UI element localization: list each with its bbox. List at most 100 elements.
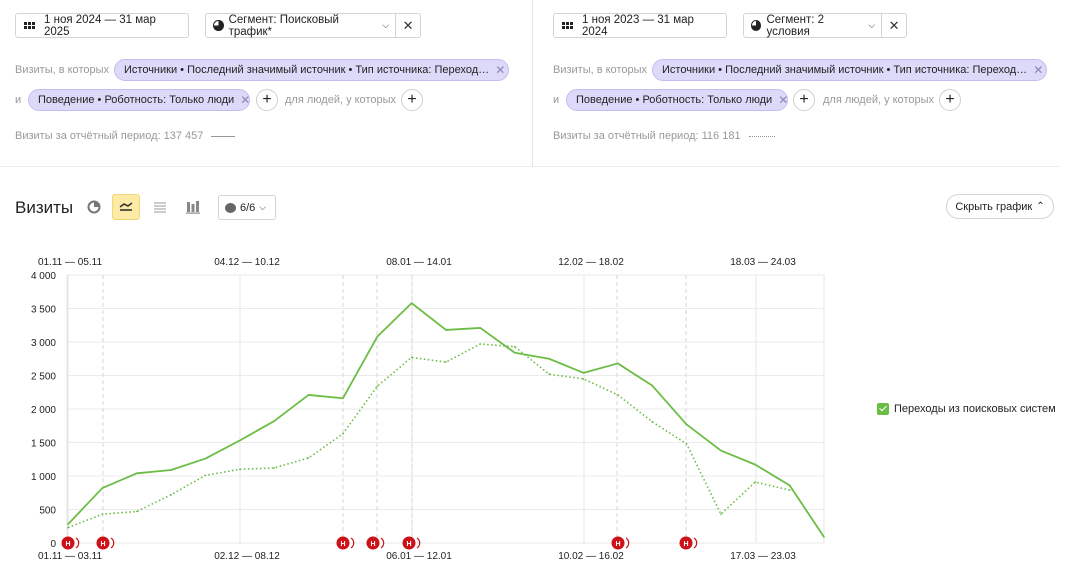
series-point	[376, 385, 379, 388]
chart-legend[interactable]: Переходы из поисковых систем	[877, 403, 1056, 415]
annotation-marker-label: Н	[615, 541, 620, 548]
series-point	[445, 361, 447, 363]
annotation-marker	[402, 536, 416, 550]
segment-selector[interactable]: Сегмент: 2 условия ⌵	[744, 13, 881, 38]
calendar-icon	[24, 22, 35, 29]
series-point	[651, 420, 653, 423]
y-tick-label: 0	[50, 539, 56, 550]
series-point	[479, 343, 482, 345]
segment-button[interactable]: Сегмент: 2 условия ⌵ ✕	[743, 13, 907, 38]
series-point	[101, 513, 104, 515]
series-point	[204, 457, 207, 460]
add-visit-condition-button[interactable]: +	[793, 89, 815, 111]
series-point	[548, 373, 550, 375]
y-tick-label: 2 000	[31, 405, 56, 416]
chip-remove-icon[interactable]: ✕	[240, 93, 250, 107]
segment-close-button[interactable]: ✕	[881, 14, 906, 37]
period-total: Визиты за отчётный период: 137 457	[15, 130, 236, 142]
left-comparison-pane: 1 ноя 2024 — 31 мар 2025 Сегмент: Поиско…	[0, 0, 533, 166]
series-point	[135, 510, 138, 513]
series-point	[239, 439, 241, 442]
series-line-previous-period	[67, 343, 790, 529]
close-icon: ✕	[402, 18, 414, 33]
x-top-label: 12.02 — 18.02	[558, 257, 624, 268]
series-point	[788, 484, 791, 487]
series-point	[445, 329, 447, 331]
y-tick-label: 3 000	[31, 338, 56, 349]
calendar-icon	[562, 22, 573, 29]
segment-close-button[interactable]: ✕	[395, 14, 420, 37]
for-people-label: для людей, у которых	[823, 94, 934, 106]
add-user-condition-button[interactable]: +	[401, 89, 423, 111]
annotation-marker-arc	[75, 537, 80, 549]
line-chart-button[interactable]	[112, 194, 140, 220]
chip-remove-icon[interactable]: ✕	[1033, 63, 1044, 77]
chip-remove-icon[interactable]: ✕	[778, 93, 788, 107]
date-range-label: 1 ноя 2024 — 31 мар 2025	[44, 13, 156, 38]
series-point	[67, 526, 69, 529]
y-tick-label: 500	[39, 506, 56, 517]
date-range-button[interactable]: 1 ноя 2024 — 31 мар 2025	[15, 13, 189, 38]
behavior-filter-chip[interactable]: Поведение • Роботность: Только люди ✕	[28, 89, 250, 111]
series-point	[273, 467, 275, 469]
date-range-label: 1 ноя 2023 — 31 мар 2024	[582, 13, 694, 38]
area-chart-button[interactable]	[146, 194, 174, 220]
series-point	[376, 335, 379, 338]
y-tick-label: 1 500	[31, 439, 56, 450]
source-filter-chip[interactable]: Источники • Последний значимый источник …	[652, 59, 1047, 81]
x-top-label: 04.12 — 10.12	[214, 257, 280, 268]
chart-title: Визиты	[15, 198, 74, 217]
series-point	[823, 536, 825, 538]
x-bottom-label: 01.11 — 03.11	[38, 551, 103, 562]
area-chart-icon	[154, 202, 166, 213]
chat-bubble-icon	[225, 202, 236, 213]
behavior-filter-text: Поведение • Роботность: Только люди	[576, 94, 773, 106]
annotation-marker	[336, 536, 350, 550]
series-point	[685, 443, 688, 445]
plus-icon: +	[799, 91, 809, 108]
bar-chart-button[interactable]	[179, 194, 207, 220]
series-point	[342, 397, 344, 400]
segment-selector[interactable]: Сегмент: Поисковый трафик* ⌵	[206, 13, 395, 38]
hide-chart-button[interactable]: Скрыть график ⌃	[946, 194, 1054, 219]
hide-chart-label: Скрыть график	[955, 200, 1033, 213]
series-point	[67, 523, 69, 526]
annotation-marker	[61, 536, 75, 550]
series-point	[479, 327, 482, 329]
bar-chart-icon	[186, 201, 200, 214]
annotation-marker-label: Н	[340, 541, 345, 548]
add-user-condition-button[interactable]: +	[939, 89, 961, 111]
series-point	[273, 420, 275, 422]
annotations-dropdown[interactable]: 6/6 ⌵	[218, 195, 276, 220]
date-range-button[interactable]: 1 ноя 2023 — 31 мар 2024	[553, 13, 727, 38]
series-point	[685, 423, 688, 426]
x-bottom-label: 02.12 — 08.12	[214, 551, 280, 562]
line-chart-icon	[119, 202, 133, 211]
pie-chart-button[interactable]	[80, 194, 108, 220]
legend-checkbox[interactable]	[877, 403, 889, 415]
and-label: и	[553, 94, 560, 106]
behavior-filter-chip[interactable]: Поведение • Роботность: Только люди ✕	[566, 89, 788, 111]
annotation-marker-label: Н	[100, 541, 105, 548]
annotation-marker-label: Н	[370, 541, 375, 548]
period-total: Визиты за отчётный период: 116 181	[553, 130, 775, 142]
series-point	[754, 463, 757, 466]
chip-remove-icon[interactable]: ✕	[495, 63, 506, 77]
annotation-marker-arc	[416, 537, 421, 549]
add-visit-condition-button[interactable]: +	[256, 89, 278, 111]
source-filter-chip[interactable]: Источники • Последний значимый источник …	[114, 59, 509, 81]
close-icon: ✕	[888, 18, 900, 33]
series-point	[582, 372, 585, 374]
series-point	[239, 468, 241, 471]
segment-label: Сегмент: 2 условия	[766, 13, 825, 38]
source-filter-text: Источники • Последний значимый источник …	[662, 64, 1028, 76]
series-point	[342, 432, 344, 435]
series-point	[307, 457, 310, 459]
x-top-label: 08.01 — 14.01	[386, 257, 452, 268]
chevron-up-icon: ⌃	[1036, 201, 1045, 212]
solid-line-legend-icon	[211, 135, 236, 137]
segment-button[interactable]: Сегмент: Поисковый трафик* ⌵ ✕	[205, 13, 421, 38]
x-bottom-label: 17.03 — 23.03	[730, 551, 796, 562]
series-point	[617, 394, 619, 396]
segment-label: Сегмент: Поисковый трафик*	[228, 13, 339, 38]
